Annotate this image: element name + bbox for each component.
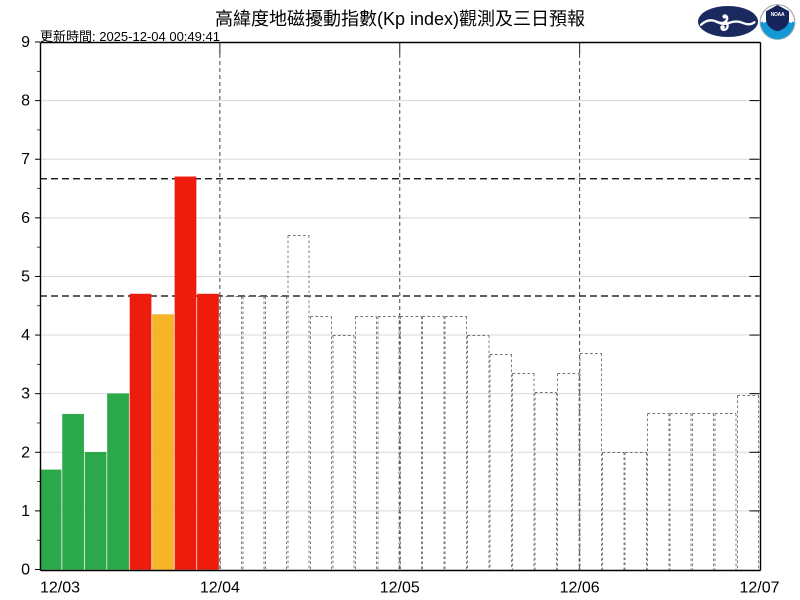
svg-text:4: 4 xyxy=(21,327,30,344)
svg-text:5: 5 xyxy=(21,268,30,285)
svg-text:3: 3 xyxy=(21,386,30,403)
svg-text:7: 7 xyxy=(21,151,30,168)
svg-text:1: 1 xyxy=(21,503,30,520)
svg-text:12/07: 12/07 xyxy=(739,580,779,597)
svg-text:12/03: 12/03 xyxy=(40,580,80,597)
svg-text:6: 6 xyxy=(21,210,30,227)
svg-text:12/05: 12/05 xyxy=(380,580,420,597)
svg-text:12/04: 12/04 xyxy=(200,580,240,597)
svg-text:8: 8 xyxy=(21,93,30,110)
svg-text:9: 9 xyxy=(21,34,30,51)
svg-text:2: 2 xyxy=(21,444,30,461)
svg-text:12/06: 12/06 xyxy=(560,580,600,597)
svg-text:0: 0 xyxy=(21,562,30,579)
